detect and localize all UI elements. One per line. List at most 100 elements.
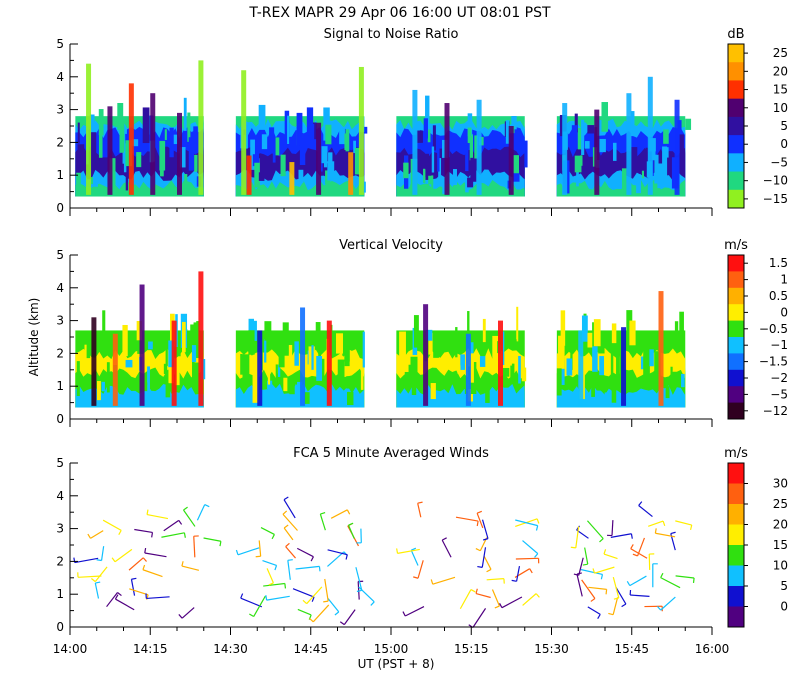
column-snr-11 <box>348 152 354 195</box>
texture-vv <box>482 318 486 343</box>
texture-vv <box>649 349 654 367</box>
colorbar-cell-vv <box>728 402 744 420</box>
wind-barb <box>129 588 149 596</box>
x-tick-label: 14:00 <box>53 642 88 656</box>
wind-barb-tick <box>486 568 492 573</box>
colorbar-cell-winds <box>728 586 744 607</box>
wind-barb-tick <box>573 573 579 576</box>
wind-barb-tick <box>638 501 643 506</box>
colorbar-cell-snr <box>728 189 744 209</box>
wind-barb-tick <box>178 614 183 619</box>
y-tick-label-snr: 5 <box>56 37 64 51</box>
wind-barb <box>603 553 618 560</box>
wind-barb-tick <box>285 542 290 548</box>
wind-barb <box>522 540 539 555</box>
column-snr-3 <box>150 93 156 195</box>
texture-snr <box>571 125 578 149</box>
texture-vv <box>485 382 490 403</box>
texture-snr <box>577 127 584 150</box>
texture-vv <box>196 321 200 343</box>
texture-vv <box>148 341 153 350</box>
wind-barb <box>100 546 105 561</box>
wind-barb <box>94 582 100 599</box>
colorbar-unit-winds: m/s <box>724 446 748 461</box>
texture-vv <box>362 331 365 368</box>
wind-barb-tick <box>475 548 481 552</box>
texture-vv <box>297 381 303 399</box>
texture-vv <box>558 335 565 369</box>
texture-vv <box>165 371 171 398</box>
texture-vv <box>102 310 106 341</box>
texture-snr <box>296 112 303 146</box>
texture-snr <box>76 172 81 195</box>
texture-vv <box>282 322 289 356</box>
texture-vv <box>264 321 272 341</box>
wind-barb-tick <box>310 556 314 562</box>
wind-barb <box>312 604 330 623</box>
layer-snr-3-4 <box>556 179 686 197</box>
texture-snr <box>123 150 127 173</box>
texture-vv <box>670 366 673 385</box>
texture-snr <box>159 140 166 171</box>
wind-barb <box>183 509 196 527</box>
texture-vv <box>428 332 433 355</box>
texture-vv <box>457 365 461 374</box>
wind-barb-tick <box>662 520 666 527</box>
texture-vv <box>125 359 133 368</box>
colorbar-label-snr: 10 <box>773 101 788 115</box>
texture-snr <box>666 147 669 158</box>
texture-vv <box>521 367 527 382</box>
texture-snr <box>580 155 583 166</box>
wind-barb <box>266 568 274 584</box>
texture-vv <box>560 310 566 346</box>
wind-barb <box>630 594 650 597</box>
wind-barb-tick <box>181 561 184 567</box>
colorbar-cell-snr <box>728 171 744 191</box>
wind-barb-tick <box>656 605 662 611</box>
wind-barb-tick <box>283 496 289 501</box>
column-snr-9 <box>316 122 322 195</box>
texture-snr <box>323 107 330 141</box>
wind-barb-tick <box>370 601 375 606</box>
colorbar-cell-vv <box>728 337 744 354</box>
texture-snr <box>636 174 642 194</box>
texture-vv <box>346 376 350 389</box>
wind-barb <box>330 509 348 519</box>
wind-barb <box>260 527 275 535</box>
texture-vv <box>321 358 325 379</box>
wind-barb <box>327 551 345 567</box>
wind-barb <box>515 519 538 527</box>
texture-vv <box>267 380 273 389</box>
texture-snr <box>109 158 116 191</box>
texture-snr <box>431 175 434 195</box>
column-vv-13 <box>658 291 664 406</box>
wind-barb <box>77 575 102 578</box>
wind-barb-tick <box>265 595 268 601</box>
texture-snr <box>312 122 317 140</box>
texture-snr <box>511 116 517 130</box>
column-snr-17 <box>594 109 600 195</box>
texture-snr <box>179 147 186 168</box>
texture-vv <box>336 333 343 354</box>
texture-vv <box>136 321 142 341</box>
texture-vv <box>275 364 278 381</box>
texture-vv <box>316 355 323 381</box>
texture-snr <box>524 140 528 168</box>
column-snr-16 <box>562 103 568 195</box>
texture-snr <box>465 181 469 193</box>
layer-snr-2-4 <box>396 179 525 197</box>
wind-barb <box>516 566 521 582</box>
texture-snr <box>328 152 333 173</box>
colorbar-cell-snr <box>728 135 744 154</box>
texture-snr <box>258 104 266 130</box>
texture-vv <box>84 344 87 369</box>
wind-barb-tick <box>603 549 607 555</box>
texture-vv <box>194 362 199 391</box>
wind-barb-tick <box>411 547 417 551</box>
texture-snr <box>90 132 97 168</box>
wind-barb-tick <box>632 553 638 557</box>
column-vv-4 <box>198 271 204 406</box>
wind-barb <box>455 516 479 522</box>
wind-barb <box>146 596 170 600</box>
wind-barb <box>240 597 263 608</box>
